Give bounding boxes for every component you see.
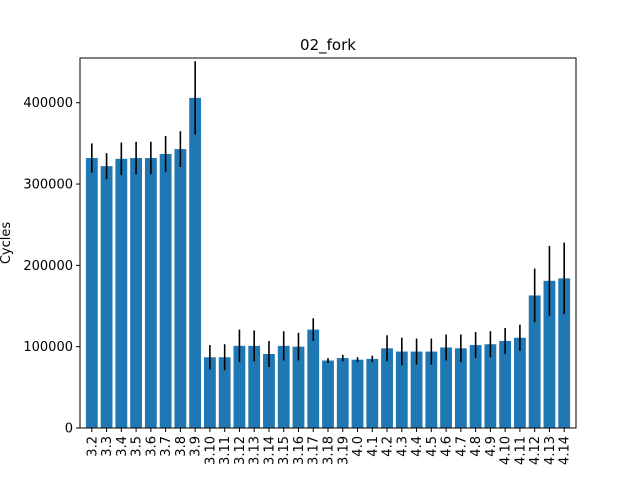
x-tick-label-4.4: 4.4: [410, 436, 425, 457]
x-axis: 3.2 3.3 3.4 3.5 3.6 3.7 3.8 3.9 3.10 3.11 3.12 3.13…: [85, 428, 573, 465]
x-tick-label-3.15: 3.15: [277, 436, 292, 465]
x-tick-label-3.18: 3.18: [322, 436, 337, 465]
y-tick-label-400000: 400000: [23, 96, 73, 111]
bar-4.5: [425, 351, 438, 428]
bar-3.11: [218, 357, 231, 428]
bar-4.10: [499, 340, 512, 428]
y-tick-label-300000: 300000: [23, 178, 73, 193]
error-bars-group: [91, 61, 565, 371]
bar-4.7: [454, 348, 467, 428]
x-tick-label-4.6: 4.6: [440, 436, 455, 457]
bar-4.13: [543, 280, 556, 428]
x-tick-label-4.10: 4.10: [499, 436, 514, 465]
x-tick-label-4.12: 4.12: [528, 436, 543, 465]
chart-title: 02_fork: [300, 36, 356, 55]
x-tick-label-4.11: 4.11: [513, 436, 528, 465]
bar-4.0: [351, 359, 364, 428]
x-tick-label-3.13: 3.13: [248, 436, 263, 465]
bar-4.14: [558, 278, 571, 428]
x-tick-label-3.5: 3.5: [130, 436, 145, 457]
bar-4.4: [410, 351, 423, 428]
x-tick-label-3.19: 3.19: [336, 436, 351, 465]
x-tick-label-4.0: 4.0: [351, 436, 366, 457]
x-tick-label-3.7: 3.7: [159, 436, 174, 457]
bar-4.2: [381, 348, 393, 428]
bar-3.17: [307, 329, 320, 428]
x-tick-label-4.8: 4.8: [469, 436, 484, 457]
bar-3.19: [336, 358, 349, 428]
y-tick-label-200000: 200000: [23, 259, 73, 274]
x-tick-label-4.13: 4.13: [543, 436, 558, 465]
x-tick-label-3.16: 3.16: [292, 436, 307, 465]
bar-4.1: [366, 358, 379, 428]
x-tick-label-3.3: 3.3: [100, 436, 115, 457]
bar-3.5: [130, 158, 142, 428]
x-tick-label-3.4: 3.4: [115, 436, 130, 457]
x-tick-label-3.10: 3.10: [203, 436, 218, 465]
bar-4.6: [440, 347, 452, 428]
y-tick-label-100000: 100000: [23, 340, 73, 355]
x-tick-label-4.3: 4.3: [395, 436, 410, 457]
x-tick-label-3.12: 3.12: [233, 436, 248, 465]
bar-3.8: [174, 149, 187, 429]
bar-3.2: [85, 158, 98, 428]
plot-frame: [79, 57, 577, 429]
bar-3.15: [277, 345, 290, 428]
bar-3.10: [204, 357, 216, 428]
bar-4.8: [469, 345, 482, 428]
bar-4.3: [395, 351, 408, 428]
x-tick-label-3.11: 3.11: [218, 436, 233, 465]
bar-3.14: [263, 354, 275, 428]
x-tick-label-3.17: 3.17: [307, 436, 322, 465]
bars-group: [85, 97, 571, 429]
bar-4.11: [514, 337, 526, 428]
x-tick-label-3.2: 3.2: [85, 436, 100, 457]
x-tick-label-4.7: 4.7: [454, 436, 469, 457]
bar-4.12: [528, 295, 541, 428]
x-tick-label-4.14: 4.14: [558, 436, 573, 465]
x-tick-label-3.9: 3.9: [189, 436, 204, 457]
bar-3.4: [115, 158, 128, 429]
y-tick-label-0: 0: [65, 422, 73, 437]
x-tick-label-4.1: 4.1: [366, 436, 381, 457]
x-tick-label-4.9: 4.9: [484, 436, 499, 457]
bar-3.6: [144, 158, 157, 428]
x-tick-label-3.8: 3.8: [174, 436, 189, 457]
x-tick-label-4.2: 4.2: [381, 436, 396, 457]
x-tick-label-4.5: 4.5: [425, 436, 440, 457]
bar-3.7: [159, 153, 172, 428]
bar-3.13: [248, 345, 261, 428]
bar-3.12: [233, 345, 246, 428]
bar-4.9: [484, 344, 497, 428]
y-axis-label: Cycles: [0, 222, 14, 265]
bar-3.9: [189, 97, 202, 428]
x-tick-label-3.6: 3.6: [144, 436, 159, 457]
bar-3.16: [292, 346, 305, 428]
bar-3.18: [322, 360, 334, 428]
bar-3.3: [100, 166, 113, 428]
x-tick-label-3.14: 3.14: [262, 436, 277, 465]
y-axis: 0 100000 200000 300000 400000: [23, 96, 80, 437]
